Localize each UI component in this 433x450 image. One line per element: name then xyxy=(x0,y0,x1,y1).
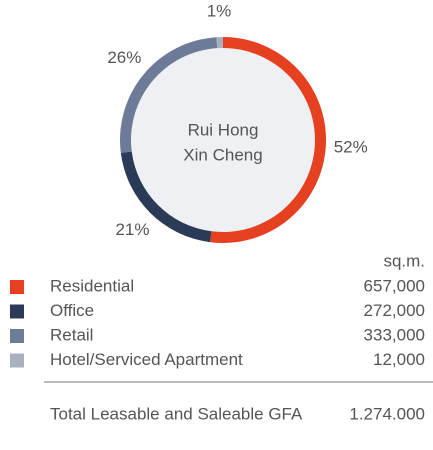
legend-swatch xyxy=(10,329,24,343)
area-value: 333,000 xyxy=(364,325,425,344)
donut-center xyxy=(126,43,320,237)
donut-segment xyxy=(119,37,218,153)
area-value: 272,000 xyxy=(364,301,425,320)
area-value: 657,000 xyxy=(364,276,425,295)
legend-swatch xyxy=(10,304,24,319)
legend-label: Hotel/Serviced Apartment xyxy=(50,350,243,369)
value-label: 26% xyxy=(107,48,141,67)
center-label: Xin Cheng xyxy=(183,145,262,164)
total-label: Total Leasable and Saleable GFA xyxy=(50,404,303,423)
legend-swatch xyxy=(10,353,24,368)
value-label: 52% xyxy=(334,138,368,157)
legend-label: Office xyxy=(50,301,94,320)
total-value: 1.274.000 xyxy=(349,404,425,423)
value-label: 21% xyxy=(115,220,149,239)
area-value: 12,000 xyxy=(373,350,425,369)
legend-swatch xyxy=(10,280,24,294)
center-label: Rui Hong xyxy=(188,120,259,139)
unit-label: sq.m. xyxy=(383,251,425,270)
donut-segment xyxy=(216,37,223,49)
donut-segment xyxy=(120,151,212,243)
legend-label: Residential xyxy=(50,276,134,295)
value-label: 1% xyxy=(207,2,232,21)
legend-label: Retail xyxy=(50,325,93,344)
